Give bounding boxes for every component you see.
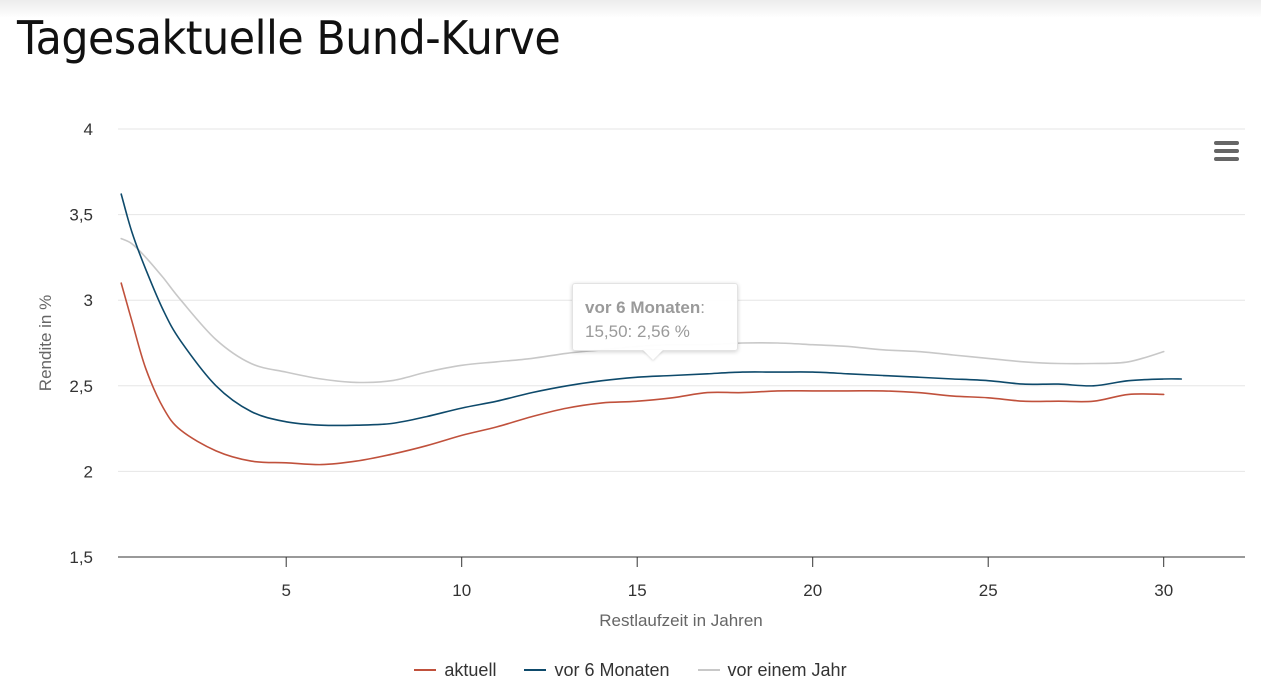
tooltip-value: 15,50: 2,56 % <box>585 322 690 341</box>
legend-label: aktuell <box>444 659 497 680</box>
y-tick-label: 2 <box>84 462 93 481</box>
tooltip-title-line: vor 6 Monaten: <box>585 296 737 320</box>
legend-item-aktuell[interactable]: aktuell <box>414 658 496 682</box>
y-tick-label: 3 <box>84 291 93 310</box>
hamburger-menu-icon-bar <box>1214 157 1239 161</box>
y-tick-label: 3,5 <box>69 206 93 225</box>
chart-tooltip: vor 6 Monaten: 15,50: 2,56 % <box>572 283 738 351</box>
axes: 1,5 2 2,5 3 3,5 4 5 10 15 20 25 30 <box>69 120 1245 600</box>
y-tick-label: 1,5 <box>69 548 93 567</box>
chart-legend: aktuell vor 6 Monaten vor einem Jahr <box>0 658 1261 682</box>
tooltip-separator: : <box>700 298 705 317</box>
axis-labels: Rendite in % Restlaufzeit in Jahren <box>36 295 763 630</box>
y-axis-title: Rendite in % <box>36 295 55 391</box>
legend-line-swatch <box>414 669 437 671</box>
x-tick-label: 10 <box>452 581 471 600</box>
x-tick-label: 5 <box>281 581 290 600</box>
tooltip-series-name: vor 6 Monaten <box>585 298 701 317</box>
x-tick-label: 30 <box>1154 581 1173 600</box>
legend-line-swatch <box>524 669 547 671</box>
legend-item-vor-6-monaten[interactable]: vor 6 Monaten <box>524 658 670 682</box>
chart-menu-button[interactable] <box>1208 136 1244 166</box>
y-tick-label: 4 <box>84 120 93 139</box>
x-tick-label: 25 <box>979 581 998 600</box>
x-axis-title: Restlaufzeit in Jahren <box>599 611 762 630</box>
series-line-vor-6-monaten[interactable] <box>120 193 1183 427</box>
hamburger-menu-icon-bar <box>1214 149 1239 153</box>
y-tick-label: 2,5 <box>69 377 93 396</box>
legend-line-swatch <box>697 669 720 671</box>
grid-lines <box>118 128 1245 472</box>
page-title: Tagesaktuelle Bund-Kurve <box>17 11 561 65</box>
hamburger-menu-icon <box>1214 141 1239 145</box>
x-tick-label: 15 <box>628 581 647 600</box>
legend-item-vor-einem-jahr[interactable]: vor einem Jahr <box>697 658 847 682</box>
legend-label: vor 6 Monaten <box>554 659 670 680</box>
top-shade <box>0 0 1261 18</box>
tooltip-pointer <box>643 350 663 360</box>
series-line-aktuell[interactable] <box>120 282 1165 466</box>
legend-label: vor einem Jahr <box>727 659 847 680</box>
x-tick-label: 20 <box>803 581 822 600</box>
